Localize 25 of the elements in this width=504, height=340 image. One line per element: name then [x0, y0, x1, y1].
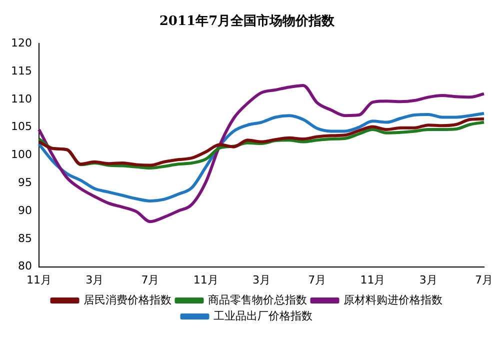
legend-label: 工业品出厂价格指数 — [213, 309, 312, 322]
x-tick-label: 3月 — [252, 273, 270, 286]
y-tick-label: 120 — [10, 36, 32, 50]
line-series — [37, 84, 486, 224]
line-series — [37, 112, 486, 202]
x-tick-label: 7月 — [308, 273, 326, 286]
x-tick-label: 11月 — [193, 273, 218, 286]
y-tick-label: 90 — [18, 204, 32, 217]
x-tick-label: 7月 — [475, 273, 493, 286]
legend-label: 原材料购进价格指数 — [343, 293, 442, 306]
y-tick-label: 95 — [18, 176, 32, 189]
y-tick-label: 105 — [10, 120, 32, 134]
chart-title: 2011年7月全国市场物价指数 — [159, 13, 336, 30]
x-tick-label: 3月 — [419, 273, 438, 286]
y-tick-label: 85 — [18, 232, 32, 245]
y-tick-label: 80 — [18, 260, 32, 273]
x-tick-label: 3月 — [86, 273, 104, 286]
y-tick-label: 100 — [10, 148, 32, 162]
y-tick-label: 115 — [10, 64, 32, 78]
y-tick-label: 110 — [10, 92, 32, 106]
x-tick-label: 11月 — [360, 273, 386, 286]
x-tick-label: 7月 — [141, 273, 160, 286]
legend-label: 商品零售物价总指数 — [208, 293, 307, 306]
x-tick-label: 11月 — [26, 273, 52, 286]
legend-label: 居民消费价格指数 — [83, 293, 172, 306]
